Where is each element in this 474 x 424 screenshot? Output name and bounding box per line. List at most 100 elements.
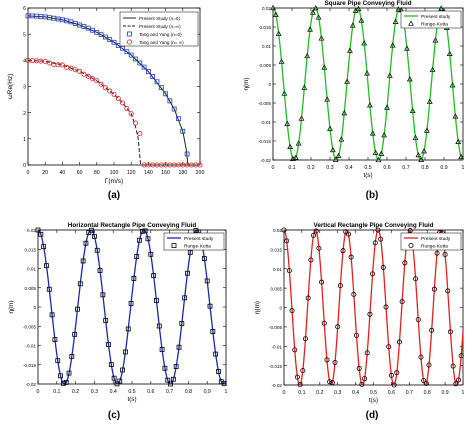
data-point-runge-kutta [329,146,336,153]
data-point-runge-kutta [421,378,427,384]
data-point-tang-n0 [167,98,173,104]
plot-frame [37,229,227,385]
data-point-tang-n0 [133,56,138,62]
data-point-runge-kutta [123,349,128,355]
data-point-runge-kutta [458,153,464,160]
data-point-runge-kutta [315,14,322,20]
data-point-runge-kutta [384,104,390,110]
data-point-tang-ninf [98,81,104,87]
data-point-tang-ninf [59,62,65,68]
data-point-runge-kutta [418,156,425,162]
data-point-runge-kutta [312,5,319,11]
data-point-runge-kutta [106,342,111,348]
data-point-runge-kutta [327,125,333,131]
data-point-runge-kutta [35,227,41,233]
data-point-tang-n0 [120,45,125,51]
x-tick-label: 0.5 [364,165,371,171]
data-point-runge-kutta [201,256,207,261]
x-tick-label: 120 [127,170,136,176]
data-point-runge-kutta [332,359,338,365]
data-point-runge-kutta [431,286,437,292]
data-point-tang-ninf [94,78,100,84]
data-point-runge-kutta [165,377,171,383]
data-point-runge-kutta [415,317,421,323]
data-point-runge-kutta [302,336,308,342]
data-point-runge-kutta [426,362,432,368]
data-point-tang-ninf [120,100,126,106]
y-tick-label: -0.02 [261,158,272,163]
x-tick-label: 0 [272,165,275,171]
y-tick-label: 4 [23,59,26,65]
data-point-runge-kutta [356,365,362,371]
x-tick-label: 0.4 [345,165,352,171]
data-point-tang-ninf [124,105,130,111]
data-point-tang-ninf [197,162,203,168]
data-point-runge-kutta [313,228,319,234]
data-point-runge-kutta [332,156,339,162]
data-point-runge-kutta [445,288,451,294]
data-point-runge-kutta [429,327,435,333]
data-point-runge-kutta [338,136,345,142]
data-point-runge-kutta [407,228,413,234]
data-point-tang-n0 [124,49,130,55]
data-point-runge-kutta [207,303,213,309]
x-tick-label: 0.1 [288,165,295,171]
y-tick-label: 0.005 [271,286,283,291]
panel-label: (d) [366,410,379,421]
x-tick-label: 0.3 [91,389,98,395]
x-tick-label: 0.9 [440,165,447,171]
data-point-runge-kutta [272,11,279,17]
data-point-tang-ninf [68,65,74,71]
y-tick-label: 1 [23,137,26,143]
legend-entry: Present Study (n=0) [139,16,180,21]
data-point-runge-kutta [311,232,317,238]
data-point-runge-kutta [447,329,453,335]
data-point-runge-kutta [173,364,179,369]
data-point-runge-kutta [111,375,117,381]
data-point-tang-n0 [141,64,147,70]
x-tick-label: 140 [144,170,153,176]
data-point-runge-kutta [359,381,365,387]
x-tick-label: 1 [462,390,465,396]
x-tick-label: 200 [196,170,205,176]
data-point-runge-kutta [340,248,346,254]
legend-swatch [127,31,132,37]
x-tick-label: 0.8 [185,389,192,395]
data-point-runge-kutta [329,380,335,386]
data-point-tang-ninf [111,91,117,97]
data-point-runge-kutta [292,347,298,353]
x-tick-label: 0.2 [307,165,314,171]
x-tick-label: 40 [60,170,66,176]
x-tick-label: 0.3 [326,165,333,171]
data-point-runge-kutta [94,247,100,253]
data-point-runge-kutta [386,344,392,350]
data-point-runge-kutta [367,311,373,317]
data-point-runge-kutta [345,231,351,237]
data-point-runge-kutta [446,50,453,56]
data-point-runge-kutta [125,326,131,332]
data-point-runge-kutta [281,227,287,233]
data-point-runge-kutta [52,337,58,342]
x-tick-label: 0.3 [334,390,341,396]
data-point-runge-kutta [316,245,322,251]
data-point-runge-kutta [193,228,199,233]
data-point-runge-kutta [83,240,89,246]
data-point-runge-kutta [284,120,291,126]
data-point-tang-n0 [154,79,160,85]
chart-title: Vertical Rectangle Pipe Conveying Fluid [313,222,433,229]
data-point-runge-kutta [386,72,393,78]
y-tick-label: 2 [23,111,26,117]
legend-entry: Tang and Yang (n=0) [139,32,182,37]
x-tick-label: 0 [37,389,40,395]
data-point-runge-kutta [142,228,148,234]
data-point-runge-kutta [156,323,162,329]
x-axis-label: t(s) [369,397,378,404]
data-point-runge-kutta [308,257,314,263]
data-point-tang-n0 [158,85,164,90]
data-point-runge-kutta [295,140,302,146]
data-point-runge-kutta [327,379,333,385]
data-point-runge-kutta [399,299,405,305]
data-point-runge-kutta [162,365,168,371]
y-tick-label: -0.015 [258,139,271,144]
panel-c-chart: 0 0.1 0.2 0.3 0.4 0.5 0.6 0.7 0.8 0.9 1 -0.02 -0.015… [8,222,228,421]
